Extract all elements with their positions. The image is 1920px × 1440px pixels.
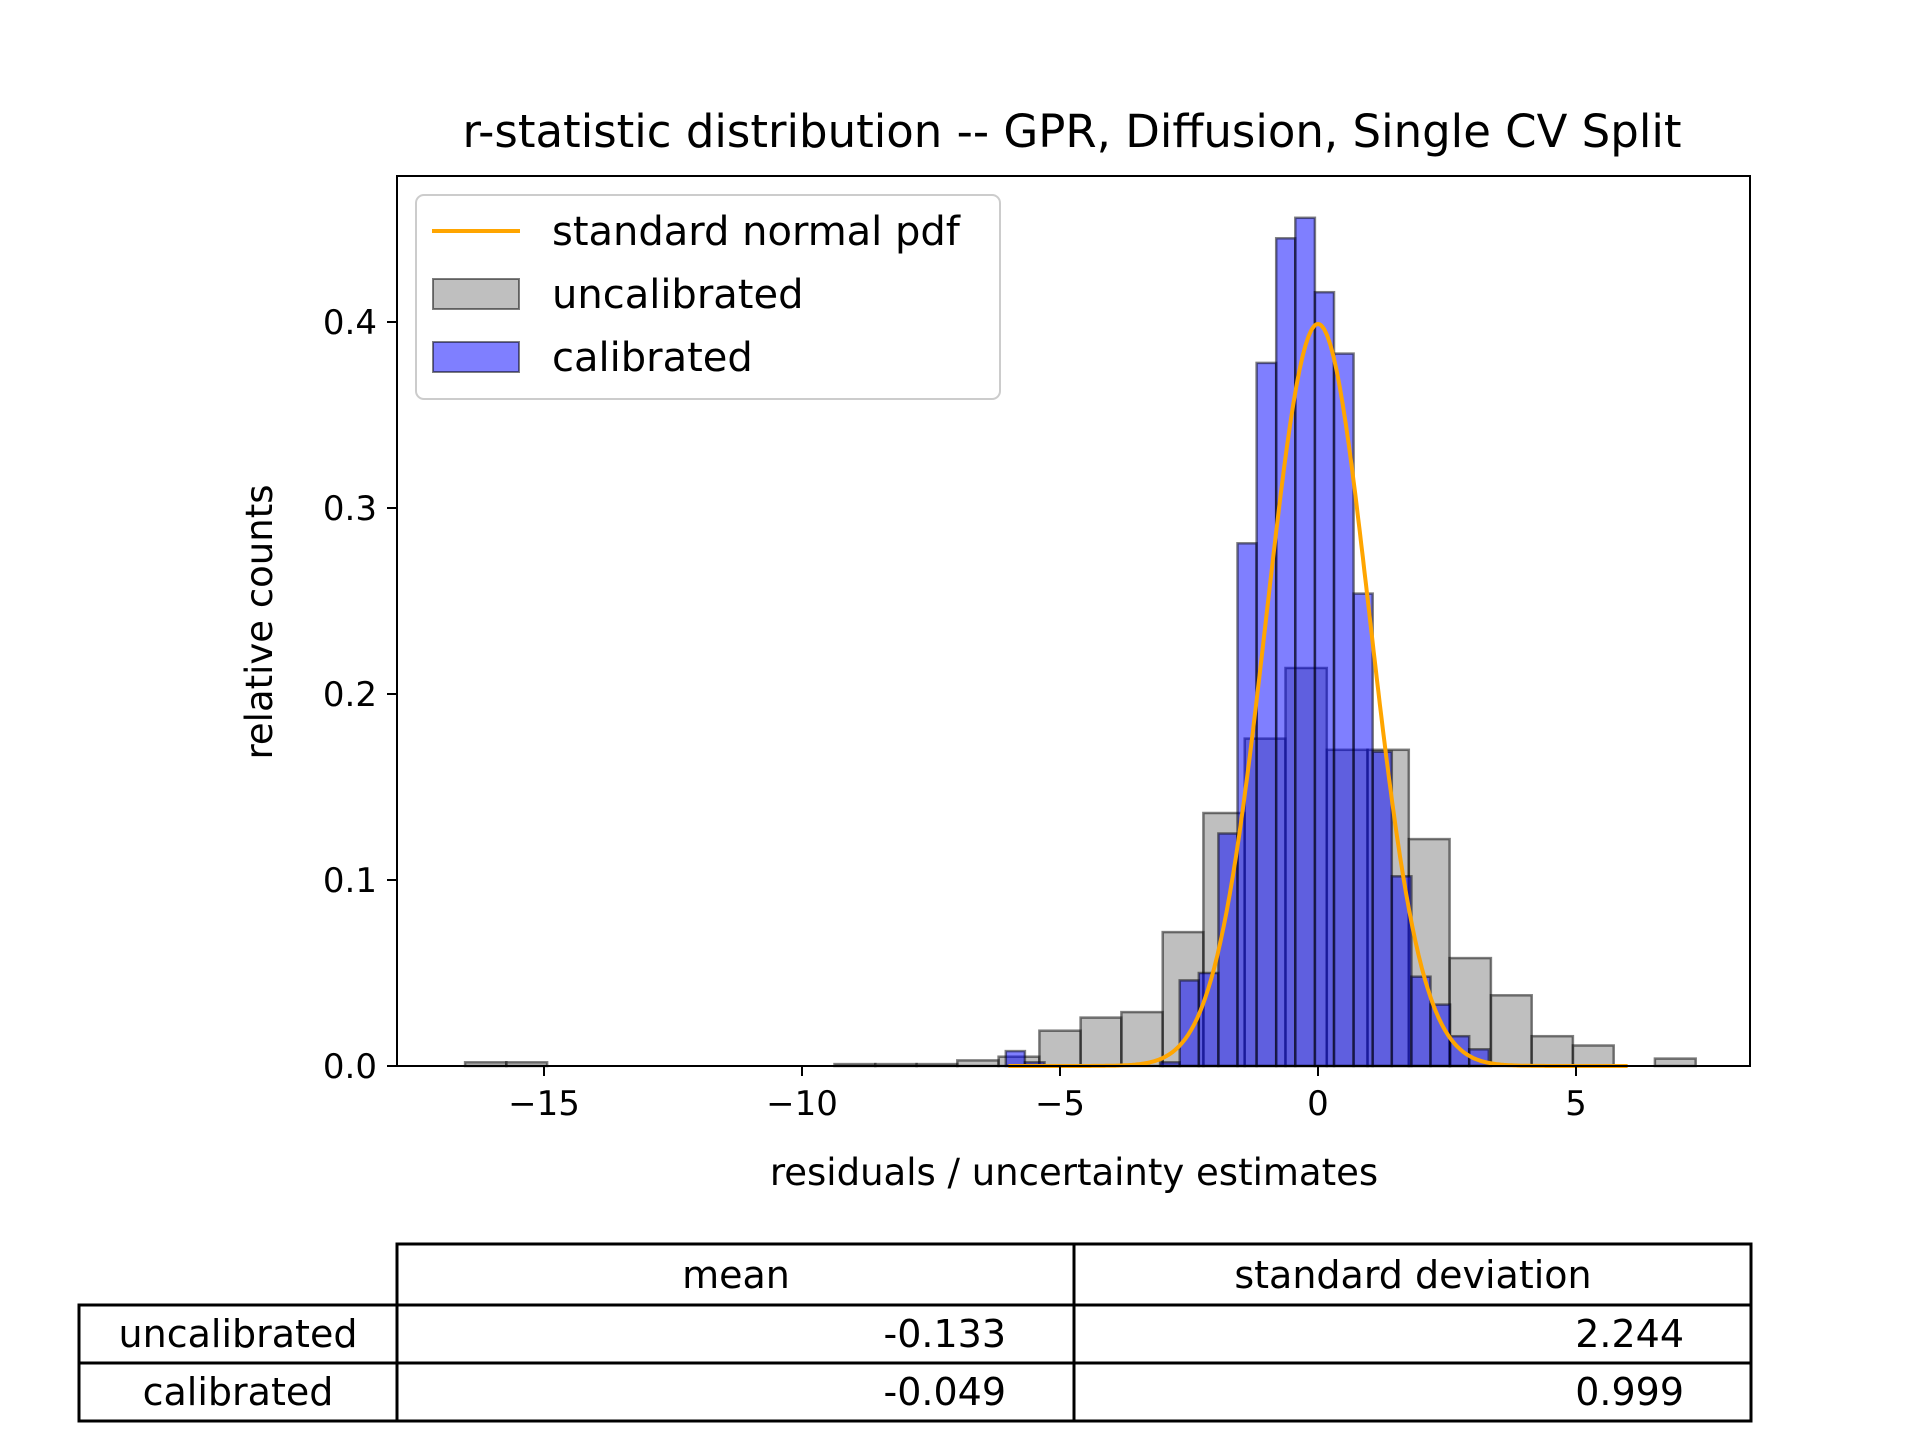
calibrated-bars (1004, 216, 1491, 1068)
calibrated-bar (1313, 290, 1336, 1068)
uncalibrated-bar (1653, 1057, 1697, 1068)
legend-label-standard-normal-pdf: standard normal pdf (552, 209, 961, 255)
legend-swatch-uncalibrated (432, 278, 520, 310)
table-cell-uncalibrated-mean: -0.133 (884, 1312, 1007, 1356)
stats-table: mean standard deviation uncalibrated -0.… (77, 1242, 1753, 1423)
calibrated-bar (1274, 237, 1297, 1068)
chart-title: r-statistic distribution -- GPR, Diffusi… (463, 105, 1682, 158)
x-tick-label: 5 (1565, 1084, 1587, 1124)
x-tick-label: −5 (1035, 1084, 1085, 1124)
uncalibrated-bar (1120, 1010, 1164, 1068)
table-cell-calibrated-std: 0.999 (1575, 1370, 1684, 1414)
x-tick-label: 0 (1307, 1084, 1329, 1124)
table-cell-calibrated-mean: -0.049 (884, 1370, 1007, 1414)
y-tick-label: 0.1 (323, 861, 377, 901)
uncalibrated-bar (1079, 1016, 1123, 1068)
plot-frame (396, 175, 1751, 1067)
uncalibrated-bar (1571, 1044, 1615, 1068)
plot-area (396, 175, 1751, 1068)
x-tick-label: −10 (766, 1084, 838, 1124)
y-tick-label: 0.3 (323, 489, 377, 529)
table-header-std: standard deviation (1234, 1253, 1591, 1297)
uncalibrated-bars (463, 666, 1697, 1068)
y-axis-label: relative counts (238, 485, 281, 760)
legend: standard normal pdf uncalibrated calibra… (415, 194, 1001, 400)
x-axis-ticks: −15 −10 −5 0 5 (508, 1066, 1587, 1124)
y-axis-ticks: 0.0 0.1 0.2 0.3 0.4 (323, 303, 397, 1087)
legend-swatch-calibrated (432, 341, 520, 373)
calibrated-bar (1255, 361, 1278, 1068)
table-cell-uncalibrated-std: 2.244 (1575, 1312, 1684, 1356)
uncalibrated-bar (1489, 994, 1533, 1068)
legend-label-calibrated: calibrated (552, 335, 753, 381)
legend-label-uncalibrated: uncalibrated (552, 272, 803, 318)
table-header-mean: mean (682, 1253, 790, 1297)
table-row-label-calibrated: calibrated (143, 1370, 334, 1414)
calibrated-bar (1352, 592, 1374, 1068)
legend-box (415, 194, 1001, 400)
calibrated-bar (1371, 750, 1394, 1068)
calibrated-bar (1004, 1049, 1027, 1068)
y-tick-label: 0.4 (323, 303, 377, 343)
x-tick-label: −15 (508, 1084, 580, 1124)
y-tick-label: 0.2 (323, 675, 377, 715)
uncalibrated-bar (1530, 1034, 1575, 1068)
uncalibrated-bar (1038, 1029, 1082, 1068)
table-row-label-uncalibrated: uncalibrated (119, 1312, 358, 1356)
y-tick-label: 0.0 (323, 1047, 377, 1087)
calibrated-bar (1236, 542, 1258, 1068)
x-axis-label: residuals / uncertainty estimates (770, 1151, 1378, 1194)
table-cell (1072, 1361, 1753, 1423)
